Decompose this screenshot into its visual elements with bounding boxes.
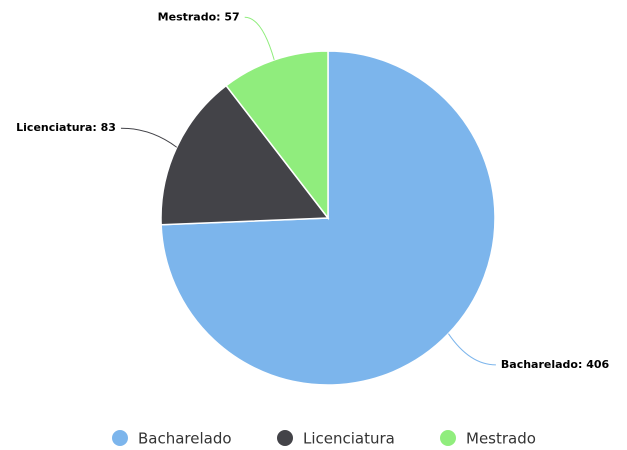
data-label: Bacharelado: 406 — [501, 358, 610, 371]
pie-slice — [160, 84, 330, 226]
legend-marker[interactable] — [440, 430, 456, 446]
data-label: Licenciatura: 83 — [16, 121, 116, 134]
legend-marker[interactable] — [277, 430, 293, 446]
legend-label[interactable]: Bacharelado — [138, 430, 232, 448]
connector — [120, 127, 178, 148]
data-label: Mestrado: 57 — [158, 10, 240, 23]
legend-marker[interactable] — [112, 430, 128, 446]
connector — [244, 16, 275, 61]
connector — [448, 333, 496, 366]
legend-label[interactable]: Mestrado — [466, 430, 536, 448]
pie-slice — [225, 50, 329, 221]
legend-label[interactable]: Licenciatura — [303, 430, 395, 448]
